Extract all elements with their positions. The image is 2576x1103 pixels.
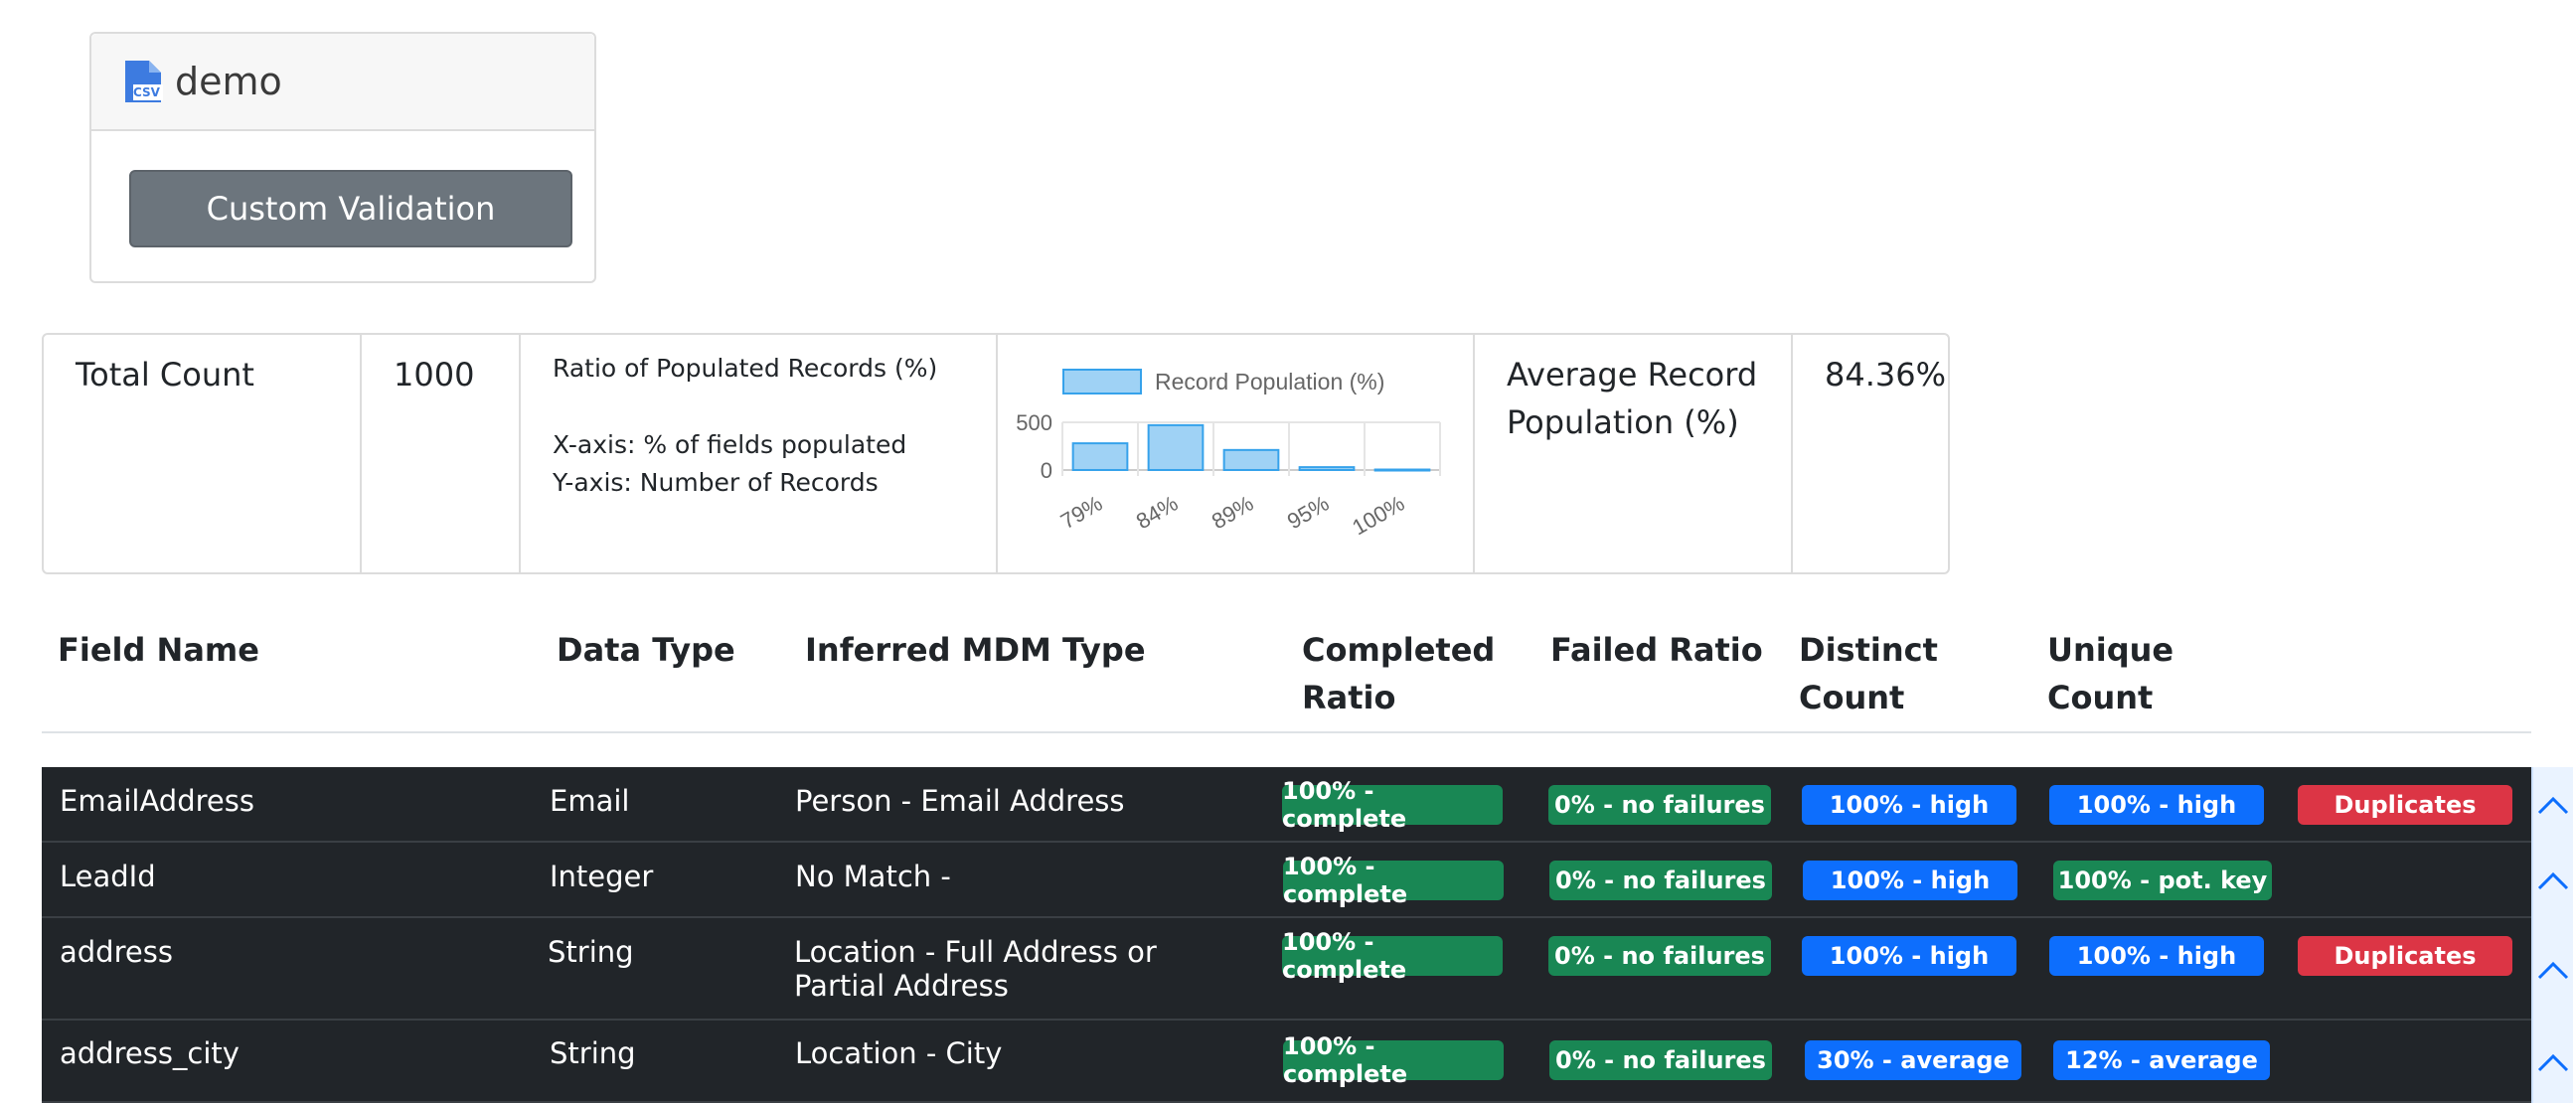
header-unique-line2: Count [2047, 679, 2154, 716]
total-count-value: 1000 [394, 356, 475, 394]
data-type: String [550, 1036, 636, 1070]
unique-badge: 100% - high [2049, 785, 2264, 825]
chevron-up-icon [2537, 796, 2569, 815]
unique-badge: 12% - average [2053, 1040, 2270, 1080]
unique-badge: 100% - pot. key [2053, 861, 2272, 900]
file-title: demo [175, 60, 282, 103]
table-row[interactable]: EmailAddress Email Person - Email Addres… [42, 767, 2573, 843]
distinct-badge: 100% - high [1802, 936, 2016, 976]
chart-bar [1373, 468, 1431, 472]
header-unique-count[interactable]: Unique Count [2047, 626, 2174, 721]
ratio-title: Ratio of Populated Records (%) [553, 354, 938, 383]
failed-badge: 0% - no failures [1549, 861, 1772, 900]
file-card-header: CSV demo [91, 34, 594, 131]
completed-badge: 100% - complete [1282, 777, 1503, 833]
y-tick-label: 500 [1016, 410, 1052, 435]
failed-badge: 0% - no failures [1549, 1040, 1772, 1080]
ratio-xaxis-note: X-axis: % of fields populated [553, 430, 907, 459]
field-name: address_city [60, 1036, 240, 1070]
header-field-name[interactable]: Field Name [58, 631, 259, 669]
mdm-type-line2: Partial Address [794, 969, 1009, 1003]
total-count-label: Total Count [76, 356, 254, 394]
mdm-type: No Match - [795, 860, 951, 893]
total-count-label-cell: Total Count [44, 335, 362, 572]
expand-toggle[interactable] [2531, 843, 2573, 918]
chart-bar [1071, 442, 1129, 472]
mdm-type: Location - City [795, 1036, 1003, 1070]
file-card: CSV demo Custom Validation [89, 32, 596, 283]
summary-table: Total Count 1000 Ratio of Populated Reco… [42, 333, 1950, 574]
field-name: EmailAddress [60, 784, 254, 818]
x-tick-label: 100% [1348, 491, 1408, 541]
completed-badge: 100% - complete [1283, 1032, 1504, 1088]
csv-file-icon: CSV [123, 59, 163, 104]
field-name: address [60, 935, 173, 969]
distinct-badge: 100% - high [1802, 785, 2016, 825]
data-type: Email [550, 784, 630, 818]
record-population-chart: Record Population (%) 500 079% 84% 89% 95% 100… [1016, 369, 1441, 541]
mdm-type: Person - Email Address [795, 784, 1125, 818]
avg-value-cell: 84.36% [1793, 335, 1948, 572]
mdm-type-line1: Location - Full Address or [794, 935, 1157, 969]
ratio-description-cell: Ratio of Populated Records (%) X-axis: %… [521, 335, 998, 572]
data-type: Integer [550, 860, 654, 893]
avg-value: 84.36% [1825, 356, 1947, 394]
header-completed-line1: Completed [1302, 631, 1496, 669]
chart-bar [1147, 423, 1205, 471]
completed-badge: 100% - complete [1283, 853, 1504, 908]
x-tick-label: 89% [1208, 491, 1258, 535]
header-distinct-line1: Distinct [1799, 631, 1938, 669]
distinct-badge: 100% - high [1803, 861, 2017, 900]
chart-bar [1222, 448, 1280, 471]
failed-badge: 0% - no failures [1548, 936, 1771, 976]
header-mdm-type[interactable]: Inferred MDM Type [805, 631, 1146, 669]
x-tick-label: 95% [1283, 491, 1334, 535]
chart-bar [1298, 466, 1356, 471]
ratio-yaxis-note: Y-axis: Number of Records [553, 468, 879, 497]
table-row[interactable]: address_city String Location - City 100%… [42, 1021, 2573, 1103]
field-table-header: Field Name Data Type Inferred MDM Type C… [42, 616, 2531, 733]
failed-badge: 0% - no failures [1548, 785, 1771, 825]
field-name: LeadId [60, 860, 156, 893]
header-failed-ratio[interactable]: Failed Ratio [1550, 631, 1763, 669]
custom-validation-button[interactable]: Custom Validation [129, 170, 572, 247]
chevron-up-icon [2537, 1053, 2569, 1071]
legend-label: Record Population (%) [1155, 369, 1384, 394]
duplicates-badge[interactable]: Duplicates [2298, 936, 2512, 976]
expand-toggle[interactable] [2531, 1021, 2573, 1103]
x-tick-label: 84% [1132, 491, 1183, 535]
header-unique-line1: Unique [2047, 631, 2174, 669]
header-completed-line2: Ratio [1302, 679, 1396, 716]
chevron-up-icon [2537, 871, 2569, 890]
total-count-value-cell: 1000 [362, 335, 521, 572]
expand-toggle[interactable] [2531, 767, 2573, 843]
table-row[interactable]: address String Location - Full Address o… [42, 918, 2573, 1021]
avg-label-line1: Average Record [1507, 356, 1758, 394]
x-tick-label: 79% [1056, 491, 1107, 535]
unique-badge: 100% - high [2049, 936, 2264, 976]
completed-badge: 100% - complete [1282, 928, 1503, 984]
expand-toggle[interactable] [2531, 918, 2573, 1021]
csv-icon-label: CSV [133, 85, 160, 99]
data-type: String [548, 935, 634, 969]
avg-label-cell: Average Record Population (%) [1475, 335, 1793, 572]
distinct-badge: 30% - average [1805, 1040, 2021, 1080]
header-data-type[interactable]: Data Type [557, 631, 735, 669]
chart-cell: Record Population (%) 500 0 79% 84% 89% 95% 100… [998, 335, 1475, 572]
duplicates-badge[interactable]: Duplicates [2298, 785, 2512, 825]
chevron-up-icon [2537, 961, 2569, 979]
y-tick-label: 0 [1041, 458, 1052, 483]
legend-swatch [1062, 369, 1142, 394]
header-distinct-line2: Count [1799, 679, 1905, 716]
header-completed-ratio[interactable]: Completed Ratio [1302, 626, 1495, 721]
table-row[interactable]: LeadId Integer No Match - 100% - complet… [42, 843, 2573, 918]
header-distinct-count[interactable]: Distinct Count [1799, 626, 1938, 721]
avg-label-line2: Population (%) [1507, 403, 1739, 441]
